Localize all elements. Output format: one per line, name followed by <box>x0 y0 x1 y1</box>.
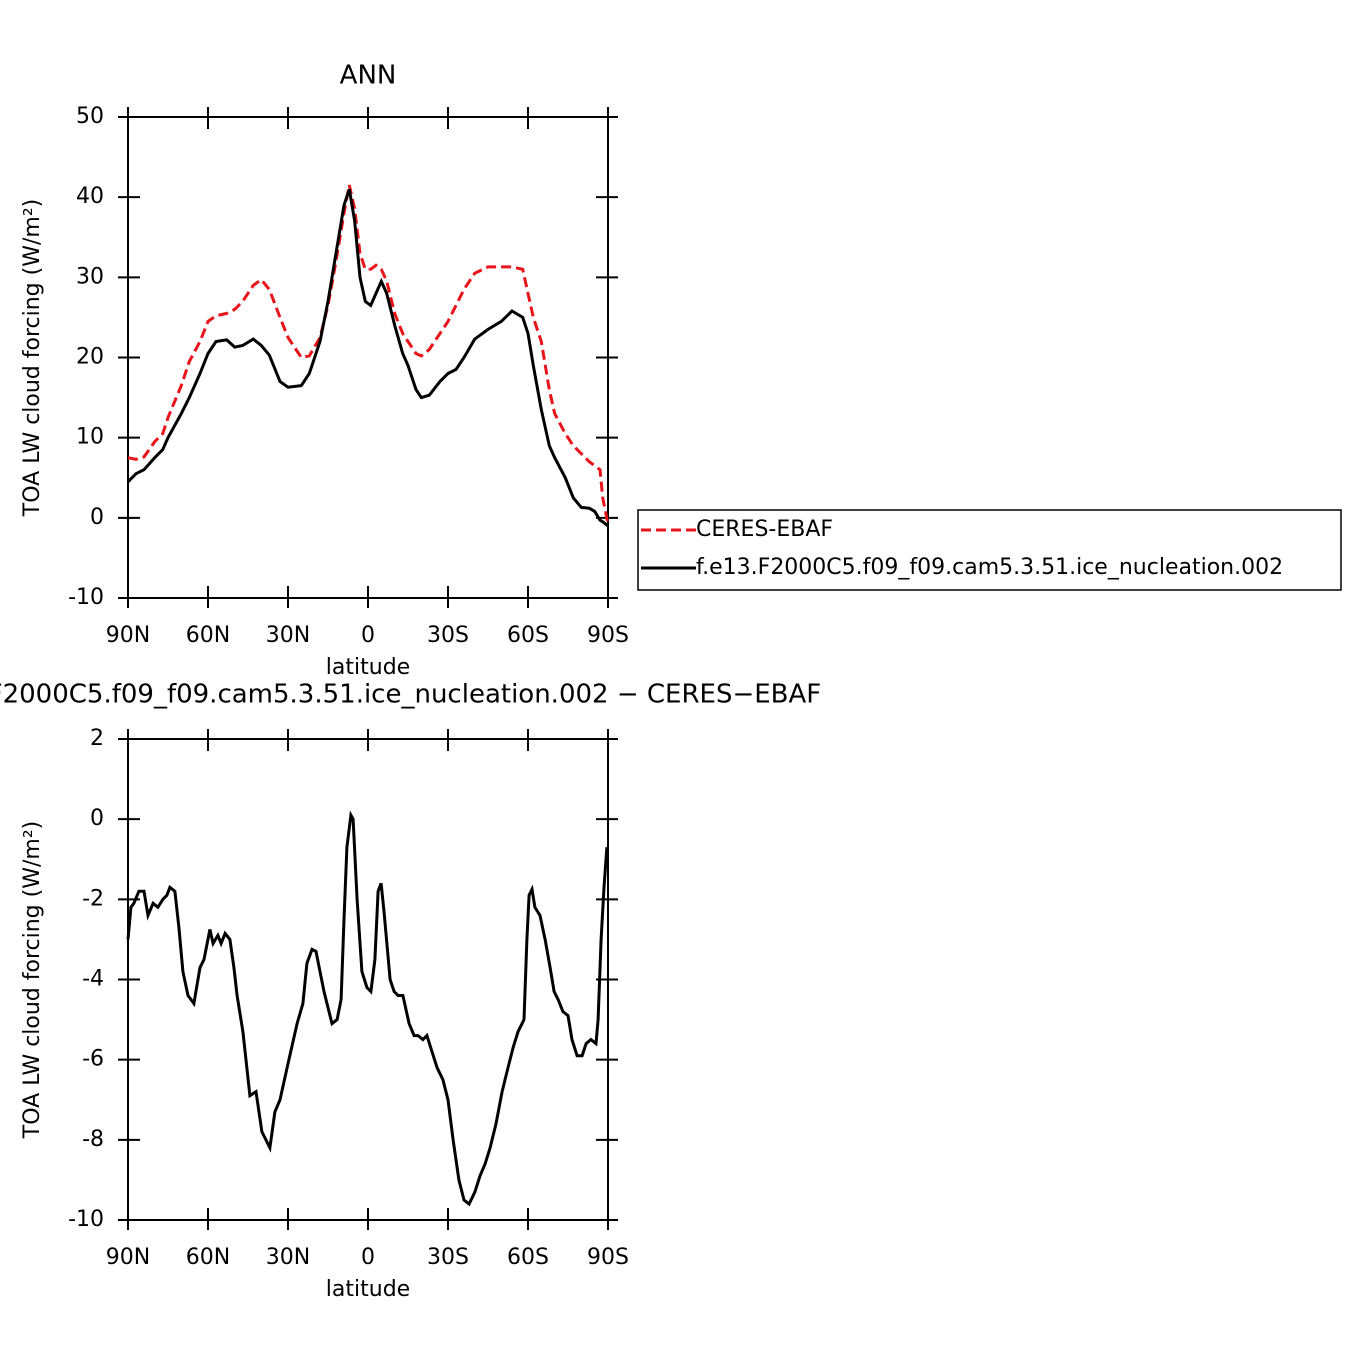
x-tick-label: 30S <box>427 623 469 648</box>
y-tick-label: 20 <box>76 345 104 370</box>
x-tick-label: 30N <box>266 1245 310 1270</box>
y-tick-label: -10 <box>68 585 104 610</box>
y-tick-label: 0 <box>90 505 104 530</box>
y-tick-label: 50 <box>76 104 104 129</box>
legend-box <box>637 509 1342 591</box>
y-tick-label: -8 <box>82 1127 104 1152</box>
legend-label: CERES-EBAF <box>696 517 833 542</box>
x-axis-label: latitude <box>326 1277 410 1302</box>
plot-frame <box>127 116 609 599</box>
y-tick-label: 0 <box>90 806 104 831</box>
y-tick-label: 10 <box>76 425 104 450</box>
chart-title: ANN <box>340 61 397 91</box>
x-tick-label: 60N <box>186 1245 230 1270</box>
y-tick-label: -6 <box>82 1047 104 1072</box>
y-tick-label: -4 <box>82 967 104 992</box>
chart-title: f.e13.F2000C5.f09_f09.cam5.3.51.ice_nucl… <box>0 680 821 710</box>
x-tick-label: 30S <box>427 1245 469 1270</box>
y-axis-label: TOA LW cloud forcing (W/m²) <box>20 199 45 517</box>
x-tick-label: 60S <box>507 623 549 648</box>
y-tick-label: -2 <box>82 886 104 911</box>
plot-frame <box>127 738 609 1221</box>
line <box>127 184 610 525</box>
y-tick-label: 2 <box>90 726 104 751</box>
y-tick-label: 40 <box>76 184 104 209</box>
x-axis-label: latitude <box>326 655 410 680</box>
y-tick-label: 30 <box>76 264 104 289</box>
x-tick-label: 90N <box>106 623 150 648</box>
x-tick-label: 90N <box>106 1245 150 1270</box>
x-tick-label: 30N <box>266 623 310 648</box>
x-tick-label: 90S <box>587 1245 629 1270</box>
y-tick-label: -10 <box>68 1207 104 1232</box>
line <box>126 810 609 1207</box>
x-tick-label: 60S <box>507 1245 549 1270</box>
line <box>126 188 609 528</box>
x-tick-label: 90S <box>587 623 629 648</box>
y-axis-label: TOA LW cloud forcing (W/m²) <box>20 821 45 1139</box>
legend-label: f.e13.F2000C5.f09_f09.cam5.3.51.ice_nucl… <box>696 555 1283 580</box>
x-tick-label: 0 <box>361 1245 375 1270</box>
x-tick-label: 60N <box>186 623 230 648</box>
x-tick-label: 0 <box>361 623 375 648</box>
